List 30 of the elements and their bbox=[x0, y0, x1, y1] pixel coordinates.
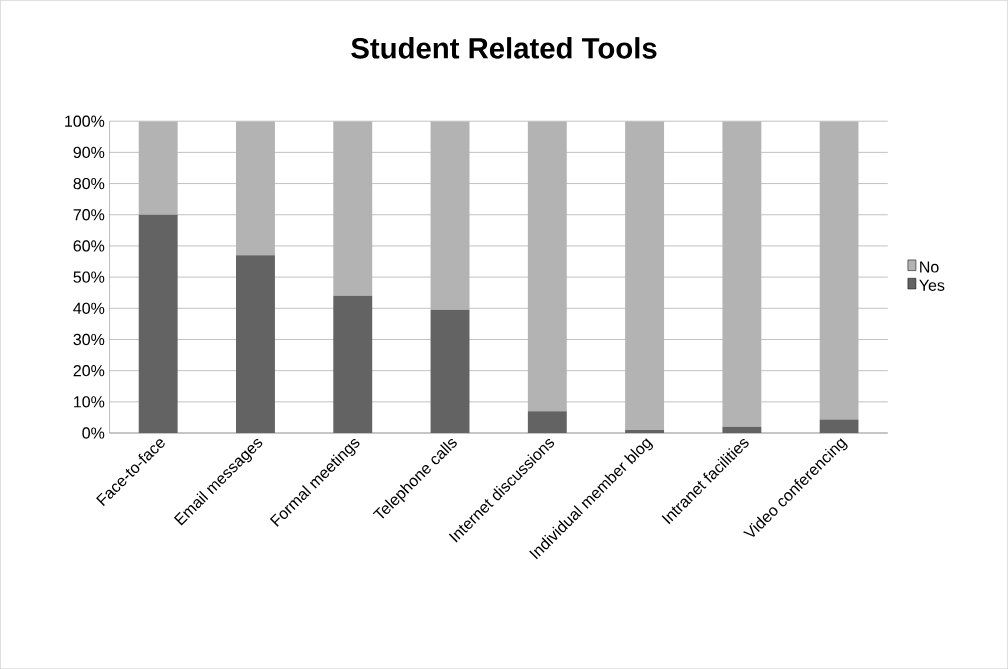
bar bbox=[430, 309, 470, 433]
bar bbox=[625, 429, 665, 433]
y-tick-label: 80% bbox=[73, 177, 105, 190]
y-tick-label: 60% bbox=[73, 240, 105, 252]
bar bbox=[527, 411, 567, 433]
chart-title: Student Related Tools bbox=[351, 37, 657, 59]
y-tick-label: 50% bbox=[73, 271, 105, 283]
bar bbox=[138, 214, 178, 433]
legend-label: No bbox=[920, 261, 939, 273]
y-tick-label: 10% bbox=[74, 396, 105, 408]
y-tick-label: 100% bbox=[65, 115, 105, 127]
legend-label: Yes bbox=[919, 279, 945, 291]
bar bbox=[236, 121, 275, 256]
y-tick-label: 30% bbox=[73, 333, 105, 346]
bar bbox=[527, 121, 567, 412]
y-tick-label: 90% bbox=[73, 146, 105, 158]
bar bbox=[722, 121, 762, 427]
bar bbox=[236, 255, 275, 433]
y-tick-label: 70% bbox=[73, 209, 105, 221]
bar bbox=[138, 121, 178, 215]
bar bbox=[430, 121, 470, 310]
bar bbox=[333, 295, 373, 433]
bar bbox=[625, 121, 665, 430]
y-tick-label: 40% bbox=[73, 302, 105, 314]
bar bbox=[819, 121, 859, 420]
bar bbox=[333, 121, 373, 296]
bar bbox=[819, 419, 859, 433]
y-tick-label: 20% bbox=[73, 364, 105, 377]
bar bbox=[722, 426, 762, 433]
y-tick-label: 0% bbox=[82, 427, 105, 439]
